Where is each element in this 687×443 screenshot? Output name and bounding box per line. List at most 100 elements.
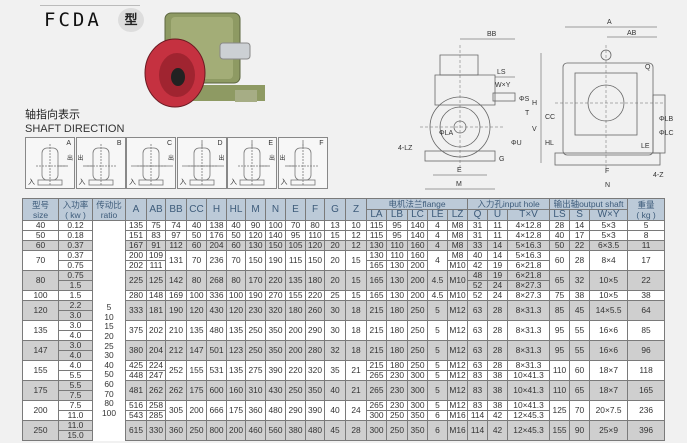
label-lb: ΦLB xyxy=(659,116,673,123)
cell-value: 13 xyxy=(324,220,346,231)
ratio-value: 30 xyxy=(104,350,114,361)
cell-value: 31 xyxy=(467,230,489,241)
cell-kw: 0.37 xyxy=(58,240,93,251)
label-wy: W×Y xyxy=(495,82,511,89)
header-output: 输出轴output shaft xyxy=(549,198,629,210)
cell-value: 40 xyxy=(186,220,207,231)
cell-value: 262 xyxy=(146,380,166,401)
cell-value: 165 xyxy=(366,290,387,301)
cell-kw: 4.0 xyxy=(58,360,93,371)
cell-value: 28 xyxy=(487,320,509,341)
input-label: 入 xyxy=(78,179,86,186)
input-label: 入 xyxy=(129,179,136,186)
cell-value: 70 xyxy=(569,400,591,421)
header-input-col: U xyxy=(487,209,509,221)
cell-value: 120 xyxy=(186,300,207,321)
cell-value: 147 xyxy=(186,340,207,361)
cell-value: M12 xyxy=(446,320,469,341)
cell-value: 220 xyxy=(265,270,286,291)
output-label: 出 xyxy=(167,156,174,162)
cell-value: 64 xyxy=(627,300,666,321)
cell-kw: 0.75 xyxy=(58,270,93,281)
cell-value: 265 xyxy=(366,370,387,381)
cell-value: 600 xyxy=(206,380,227,401)
cell-value: 5 xyxy=(427,340,448,361)
model-title: FCDA xyxy=(44,9,102,31)
cell-value: 200 xyxy=(226,420,246,441)
cell-value: 115 xyxy=(366,220,387,231)
cell-size: 60 xyxy=(22,240,59,251)
cell-value: 20 xyxy=(324,250,346,271)
cell-value: 5 xyxy=(427,370,448,381)
cell-value: 11 xyxy=(487,230,509,241)
cell-value: 175 xyxy=(226,400,246,421)
input-label: 入 xyxy=(179,179,187,186)
cell-value: 350 xyxy=(407,410,428,421)
cell-value: 65 xyxy=(569,380,591,401)
cell-value: 100 xyxy=(265,220,286,231)
header-dim: F xyxy=(305,198,325,221)
cell-value: 28 xyxy=(487,360,509,371)
cell-value: 4×12.8 xyxy=(507,220,551,231)
cell-kw: 5.5 xyxy=(58,380,93,391)
cell-value: 236 xyxy=(206,250,227,271)
ratio-value: 5 xyxy=(106,302,112,313)
cell-value: 10×41.3 xyxy=(507,370,551,381)
cell-value: 430 xyxy=(206,300,227,321)
cell-value: M12 xyxy=(446,360,469,371)
shaft-diagram-icon xyxy=(82,144,117,186)
cell-value: 75 xyxy=(146,220,166,231)
label-n: N xyxy=(605,182,610,189)
cell-value: 290 xyxy=(285,400,306,421)
header-output-col: LS xyxy=(549,209,571,221)
direction-letter: B xyxy=(116,140,122,147)
cell-value: 63 xyxy=(467,360,489,371)
cell-value: 258 xyxy=(146,400,166,411)
cell-value: 800 xyxy=(206,420,227,441)
cell-value: 155 xyxy=(549,420,571,441)
input-label: 入 xyxy=(230,179,237,186)
header-dim: BB xyxy=(165,198,187,221)
cell-value: 165 xyxy=(627,380,666,401)
cell-value: 176 xyxy=(206,230,227,241)
ratio-value: 50 xyxy=(104,369,114,380)
cell-value: 45 xyxy=(324,420,346,441)
cell-value: M8 xyxy=(446,250,469,261)
cell-value: 18 xyxy=(345,320,367,341)
cell-value: M12 xyxy=(446,300,469,321)
cell-value: 55 xyxy=(569,340,591,361)
cell-value: 4 xyxy=(427,230,448,241)
cell-value: 60 xyxy=(186,240,207,251)
label-ab: AB xyxy=(627,30,637,37)
cell-value: 114 xyxy=(467,410,489,421)
cell-value: 4.5 xyxy=(427,270,448,291)
cell-value: 74 xyxy=(165,220,187,231)
table-row: 155 4.0 425 224 252 155 531 135 275 390 220 320 35 21… xyxy=(22,360,666,381)
cell-kw: 15.0 xyxy=(58,430,93,441)
table-row: 147 3.0 380 204 212 147 501 123 250 350 200 280 32 18… xyxy=(22,340,666,361)
cell-value: 21 xyxy=(345,380,367,401)
cell-value: 148 xyxy=(146,290,166,301)
cell-value: 230 xyxy=(245,300,266,321)
cell-value: 100 xyxy=(226,290,246,301)
cell-value: 24 xyxy=(345,400,367,421)
cell-value: 22 xyxy=(627,270,666,291)
cell-value: 20 xyxy=(324,270,346,291)
table-row: 70 0.37 200 109 131 70 236 70 150 190 115 150 20 15 13… xyxy=(22,250,666,271)
cell-value: 250 xyxy=(245,340,266,361)
header-flange-col: LA xyxy=(366,209,387,221)
cell-value: 300 xyxy=(366,410,387,421)
cell-value: 6×21.8 xyxy=(507,270,551,281)
cell-value: 140 xyxy=(265,230,286,241)
cell-value: 210 xyxy=(165,320,187,341)
cell-value: 111 xyxy=(146,260,166,271)
cell-value: 15 xyxy=(345,250,367,271)
cell-value: 150 xyxy=(265,240,286,251)
cell-value: 17 xyxy=(569,230,591,241)
cell-value: 14 xyxy=(487,240,509,251)
cell-value: 215 xyxy=(366,340,387,361)
cell-kw: 0.18 xyxy=(58,230,93,241)
cell-value: 5 xyxy=(427,300,448,321)
header-dim: N xyxy=(265,198,286,221)
header-dim: CC xyxy=(186,198,207,221)
